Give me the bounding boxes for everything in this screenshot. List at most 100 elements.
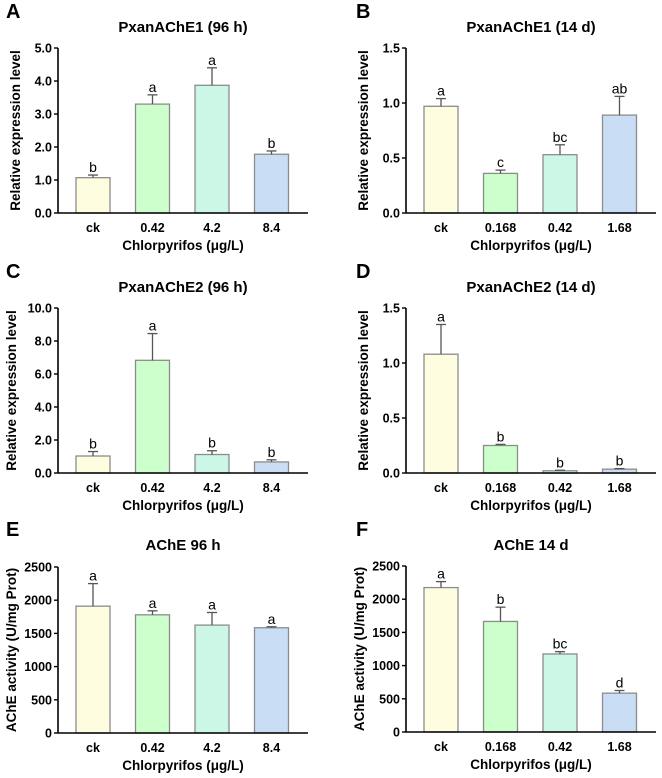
y-tick-label: 500: [379, 692, 400, 706]
y-tick-label: 6.0: [35, 368, 52, 382]
y-tick-label: 1.5: [383, 42, 400, 56]
x-tick-label: 4.2: [203, 741, 220, 755]
x-tick-label: ck: [434, 740, 448, 754]
y-tick-label: 0.0: [383, 207, 400, 221]
panel-letter: A: [6, 1, 20, 23]
bar-ck: [423, 353, 459, 474]
significance-label: b: [89, 436, 97, 452]
y-axis-label: Relative expression level: [356, 50, 371, 211]
x-axis-label: Chlorpyrifos (μg/L): [122, 758, 244, 773]
bar-ck: [423, 586, 459, 733]
significance-label: a: [437, 83, 445, 99]
y-tick-label: 2.0: [35, 141, 52, 155]
y-tick-label: 4.0: [35, 401, 52, 415]
bar-0_42: [542, 653, 578, 733]
y-tick-label: 1000: [24, 660, 52, 674]
x-tick-label: 0.42: [548, 481, 572, 495]
significance-label: c: [497, 154, 504, 170]
chart-title: PxanAChE2 (14 d): [466, 279, 595, 296]
significance-label: a: [149, 79, 157, 95]
bar-0_168: [482, 444, 519, 474]
significance-label: d: [616, 675, 624, 691]
x-tick-label: 0.168: [485, 481, 516, 495]
bar-0_42: [542, 154, 578, 214]
y-tick-label: 1.0: [383, 357, 400, 371]
x-tick-label: ck: [86, 221, 100, 235]
y-axis-label: Relative expression level: [4, 310, 19, 471]
bar-1_68: [601, 114, 638, 214]
bar-0_42: [134, 103, 171, 214]
y-tick-label: 3.0: [35, 108, 52, 122]
y-axis-label: Relative expression level: [356, 310, 371, 471]
panel-letter: B: [356, 1, 370, 23]
y-tick-label: 1000: [372, 659, 400, 673]
x-tick-label: 4.2: [203, 221, 220, 235]
chart-title: PxanAChE1 (96 h): [118, 19, 247, 36]
x-tick-label: 1.68: [607, 221, 631, 235]
y-tick-label: 2000: [24, 594, 52, 608]
bar-8_4: [253, 153, 290, 214]
y-tick-label: 500: [31, 693, 52, 707]
y-tick-label: 0: [393, 726, 400, 740]
significance-label: a: [149, 595, 157, 611]
y-tick-label: 0.0: [35, 467, 52, 481]
y-tick-label: 10.0: [28, 302, 52, 316]
significance-label: b: [497, 591, 505, 607]
bar-0_168: [482, 620, 519, 733]
bar-8_4: [253, 627, 290, 734]
x-axis-label: Chlorpyrifos (μg/L): [470, 498, 592, 513]
significance-label: a: [268, 611, 276, 627]
panel-letter: C: [6, 261, 20, 283]
y-tick-label: 2500: [24, 561, 52, 575]
y-tick-label: 0.5: [383, 412, 400, 426]
x-tick-label: 0.42: [140, 221, 164, 235]
panel-e: E AChE 96 h a ck a 0.42 a 4.2 a 8.4 0 500 1000 1500 20…: [4, 519, 308, 773]
x-axis-label: Chlorpyrifos (μg/L): [122, 238, 244, 253]
bar-8_4: [253, 461, 290, 474]
panel-b: B PxanAChE1 (14 d) a ck c 0.168 bc 0.42 ab 1.68 0.…: [356, 1, 656, 253]
panel-d: D PxanAChE2 (14 d) a ck b 0.168 b 0.42 b 1.68 0.0 0…: [356, 261, 656, 513]
x-tick-label: 4.2: [203, 481, 220, 495]
bar-4_2: [194, 624, 230, 734]
x-tick-label: ck: [86, 741, 100, 755]
panel-c: C PxanAChE2 (96 h) b ck a 0.42 b 4.2 b 8.4 0.0 2.0 4…: [4, 261, 308, 513]
y-axis-label: AChE activity (U/mg Prot): [4, 568, 19, 732]
x-tick-label: 0.42: [548, 221, 572, 235]
significance-label: b: [616, 453, 624, 469]
x-axis-label: Chlorpyrifos (μg/L): [470, 757, 592, 772]
y-tick-label: 1500: [24, 627, 52, 641]
x-tick-label: 8.4: [263, 481, 280, 495]
x-tick-label: ck: [434, 481, 448, 495]
x-tick-label: 0.42: [548, 740, 572, 754]
y-tick-label: 0.0: [383, 467, 400, 481]
y-tick-label: 1.5: [383, 302, 400, 316]
bar-ck: [423, 105, 459, 214]
significance-label: b: [268, 444, 276, 460]
bar-4_2: [194, 453, 230, 474]
y-tick-label: 4.0: [35, 75, 52, 89]
significance-label: a: [208, 596, 216, 612]
x-tick-label: 8.4: [263, 741, 280, 755]
significance-label: b: [497, 428, 505, 444]
y-tick-label: 0.5: [383, 152, 400, 166]
significance-label: a: [437, 566, 445, 582]
y-tick-label: 8.0: [35, 335, 52, 349]
bar-ck: [75, 455, 111, 474]
x-tick-label: ck: [86, 481, 100, 495]
chart-title: AChE 14 d: [493, 537, 568, 554]
x-tick-label: ck: [434, 221, 448, 235]
chart-title: PxanAChE1 (14 d): [466, 19, 595, 36]
x-tick-label: 0.168: [485, 740, 516, 754]
significance-label: ab: [612, 80, 628, 96]
bar-0_168: [482, 172, 519, 214]
bar-4_2: [194, 84, 230, 214]
significance-label: a: [149, 318, 157, 334]
y-tick-label: 2000: [372, 593, 400, 607]
significance-label: b: [268, 135, 276, 151]
bar-ck: [75, 177, 111, 214]
significance-label: a: [89, 568, 97, 584]
x-axis-label: Chlorpyrifos (μg/L): [122, 498, 244, 513]
significance-label: a: [437, 309, 445, 325]
y-tick-label: 1.0: [35, 174, 52, 188]
x-tick-label: 1.68: [607, 481, 631, 495]
